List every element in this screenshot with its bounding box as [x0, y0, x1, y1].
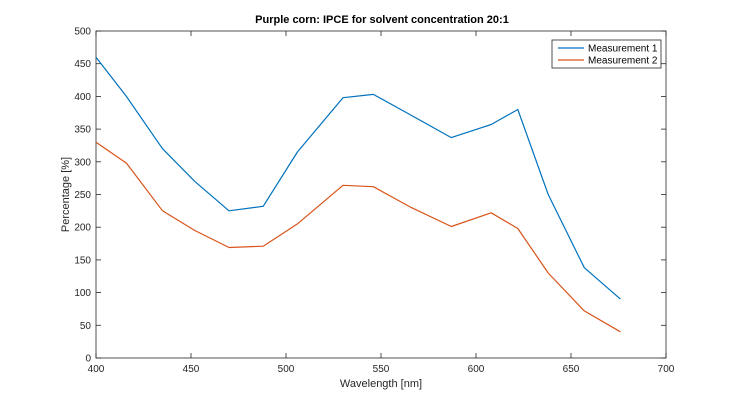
y-tick-label-300: 300 — [74, 157, 91, 168]
y-tick-label-350: 350 — [74, 125, 91, 136]
chart-title: Purple corn: IPCE for solvent concentrat… — [255, 14, 509, 26]
y-tick-label-50: 50 — [80, 321, 92, 332]
y-tick-label-450: 450 — [74, 59, 91, 70]
series-line-1 — [95, 56, 621, 300]
y-tick-label-400: 400 — [74, 92, 91, 103]
plot-area — [95, 30, 667, 359]
series-line-2 — [95, 141, 621, 333]
x-tick-label-500: 500 — [278, 364, 295, 375]
x-tick-label-550: 550 — [373, 364, 390, 375]
y-tick-label-500: 500 — [74, 27, 91, 38]
y-axis-label: Percentage [%] — [60, 157, 72, 232]
x-axis-label: Wavelength [nm] — [340, 378, 422, 390]
legend: Measurement 1 Measurement 2 — [551, 39, 662, 69]
x-tick-label-450: 450 — [183, 364, 200, 375]
legend-label-measurement-2: Measurement 2 — [588, 56, 658, 67]
y-tick-label-250: 250 — [74, 190, 91, 201]
x-tick-label-600: 600 — [468, 364, 485, 375]
y-tick-label-150: 150 — [74, 255, 91, 266]
legend-box — [551, 39, 662, 69]
y-tick-label-200: 200 — [74, 223, 91, 234]
x-tick-label-700: 700 — [658, 364, 675, 375]
x-tick-label-400: 400 — [88, 364, 105, 375]
series-lines — [95, 56, 621, 333]
legend-label-measurement-1: Measurement 1 — [588, 44, 658, 55]
x-tick-label-650: 650 — [563, 364, 580, 375]
y-tick-label-0: 0 — [85, 354, 91, 365]
axis-ticks: 400 450 500 550 600 650 700 0 50 100 150 200 250 300 3… — [74, 27, 674, 376]
y-tick-label-100: 100 — [74, 288, 91, 299]
